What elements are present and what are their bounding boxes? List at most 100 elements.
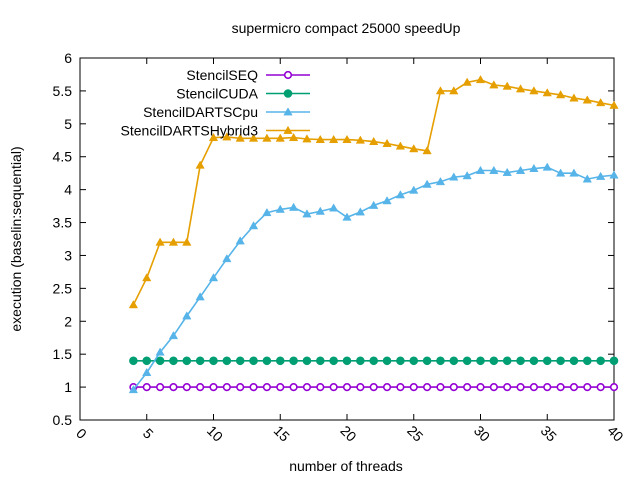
data-point [302,382,312,392]
data-point [235,236,245,245]
data-point [369,200,379,209]
legend-label: StencilCUDA [176,86,258,102]
data-point [142,367,152,377]
data-point [209,356,218,366]
x-tick-label: 25 [404,422,426,444]
data-point [515,84,526,93]
data-point [476,382,485,392]
data-point [529,356,539,366]
data-point [409,144,419,153]
data-point [396,356,405,366]
data-point [182,237,192,246]
data-point [329,203,339,212]
data-point [609,100,619,109]
data-point [169,356,178,366]
data-point [583,356,592,366]
data-point [288,202,299,211]
data-point [449,172,459,181]
data-point [156,382,165,392]
data-point [249,356,258,366]
data-point [569,356,579,366]
data-point [436,382,445,392]
data-point [209,382,218,392]
x-tick-label: 35 [538,422,560,444]
data-point [423,382,432,392]
data-point [475,165,486,174]
data-point [529,382,539,392]
data-point [582,95,592,104]
data-point [168,331,179,340]
data-point [489,165,499,174]
data-point [208,132,219,142]
x-tick-label: 0 [73,425,90,442]
data-point [355,135,365,144]
y-tick-label: 2 [64,313,72,329]
data-point [248,133,259,142]
legend-label: StencilSEQ [186,67,258,83]
data-point [283,70,293,80]
data-point [275,133,285,142]
x-tick-label: 10 [204,422,226,444]
legend-entry: StencilCUDA [176,86,310,102]
data-point [596,382,605,392]
data-point [516,356,525,366]
data-point [542,162,552,171]
data-point [609,356,619,366]
data-point [462,171,472,180]
data-point [236,382,245,392]
data-point [556,356,565,366]
chart-title: supermicro compact 25000 speedUp [232,20,461,36]
data-point [583,382,592,392]
data-point [502,356,512,366]
data-point [222,382,231,392]
data-point [542,88,552,97]
data-point [569,93,579,102]
data-point [582,174,592,183]
data-point [436,356,445,366]
data-point [302,134,312,143]
data-point [142,356,152,366]
y-tick-label: 5.5 [53,83,73,99]
series-stencildartshybrid3 [128,75,619,309]
data-point [283,107,293,116]
data-point [409,356,419,366]
data-point [462,77,472,86]
data-point [182,356,192,366]
series-stencildartscpu [128,162,619,394]
legend-label: StencilDARTSCpu [143,104,258,120]
data-point [382,356,392,366]
y-tick-label: 3 [64,247,72,263]
legend-entry: StencilSEQ [186,67,310,83]
data-point [555,90,566,99]
x-tick-label: 20 [337,422,359,444]
data-point [596,98,606,107]
data-point [369,356,379,366]
y-tick-label: 2.5 [53,280,73,296]
y-tick-label: 5 [64,116,72,132]
data-point [142,382,151,392]
data-point [356,382,365,392]
data-point [249,382,258,392]
data-point [283,125,293,134]
data-point [235,133,245,142]
data-point [515,165,526,174]
data-point [316,382,325,392]
data-point [182,311,192,320]
series-stencilcuda [129,356,619,366]
data-point [476,356,485,366]
data-point [289,356,298,366]
data-point [422,179,432,188]
data-point [222,132,232,141]
data-point [316,356,325,366]
series-line [132,166,615,391]
legend-entry: StencilDARTSHybrid3 [121,123,310,139]
data-point [396,382,405,392]
data-point [529,163,539,172]
y-tick-label: 1.5 [53,346,73,362]
data-point [329,382,338,392]
data-point [569,168,579,177]
data-point [556,382,565,392]
data-point [449,86,459,95]
data-point [342,382,352,392]
